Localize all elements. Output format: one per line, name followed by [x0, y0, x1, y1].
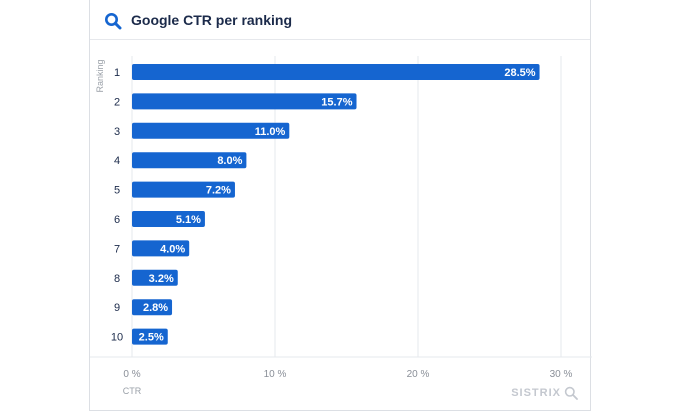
- chart-title: Google CTR per ranking: [131, 12, 293, 28]
- brand-logo: SISTRIX: [511, 386, 578, 400]
- search-icon: [105, 13, 122, 30]
- bar-data-label: 8.0%: [217, 155, 242, 167]
- bar: [132, 240, 190, 257]
- bar: [132, 64, 540, 80]
- bar-data-label: 11.0%: [255, 126, 286, 138]
- bar-data-label: 28.5%: [504, 67, 535, 79]
- y-tick-label: 3: [114, 126, 120, 138]
- bar: [132, 211, 205, 227]
- bar-data-label: 15.7%: [321, 96, 352, 108]
- y-tick-label: 9: [114, 302, 120, 314]
- bar-data-label: 5.1%: [176, 214, 201, 226]
- bar: [132, 299, 173, 316]
- bar: [132, 93, 357, 110]
- bar-chart: 0 % 10 % 20 % 30 % Ranking CTR 1 28.5% 2 15.7% 3 11…: [90, 56, 592, 396]
- y-tick-label: 1: [114, 67, 120, 79]
- brand-search-icon: [564, 386, 578, 400]
- bar: [132, 181, 235, 198]
- brand-name: SISTRIX: [511, 387, 561, 399]
- x-axis-label: CTR: [123, 386, 142, 396]
- x-tick-label: 30 %: [550, 369, 573, 380]
- card-header: Google CTR per ranking: [90, 0, 590, 40]
- y-tick-label: 8: [114, 273, 120, 285]
- y-tick-label: 6: [114, 214, 120, 226]
- bar-data-label: 7.2%: [206, 185, 231, 197]
- x-tick-label: 0 %: [123, 369, 140, 380]
- bar: [132, 269, 178, 286]
- y-tick-label: 4: [114, 155, 120, 167]
- bar-data-label: 3.2%: [149, 273, 174, 285]
- y-axis-label: Ranking: [95, 59, 105, 92]
- bar: [132, 152, 247, 169]
- bar-data-label: 2.8%: [143, 302, 168, 314]
- y-tick-label: 5: [114, 185, 120, 197]
- y-tick-label: 2: [114, 96, 120, 108]
- x-tick-label: 20 %: [407, 369, 430, 380]
- bar: [132, 328, 168, 345]
- bar-data-label: 2.5%: [139, 332, 164, 344]
- bar-data-label: 4.0%: [160, 243, 185, 255]
- x-tick-label: 10 %: [264, 369, 287, 380]
- bar: [132, 122, 290, 139]
- chart-card: Google CTR per ranking 0 % 10 % 20 % 30 % Ra…: [89, 0, 592, 411]
- y-tick-label: 10: [111, 332, 123, 344]
- y-tick-label: 7: [114, 243, 120, 255]
